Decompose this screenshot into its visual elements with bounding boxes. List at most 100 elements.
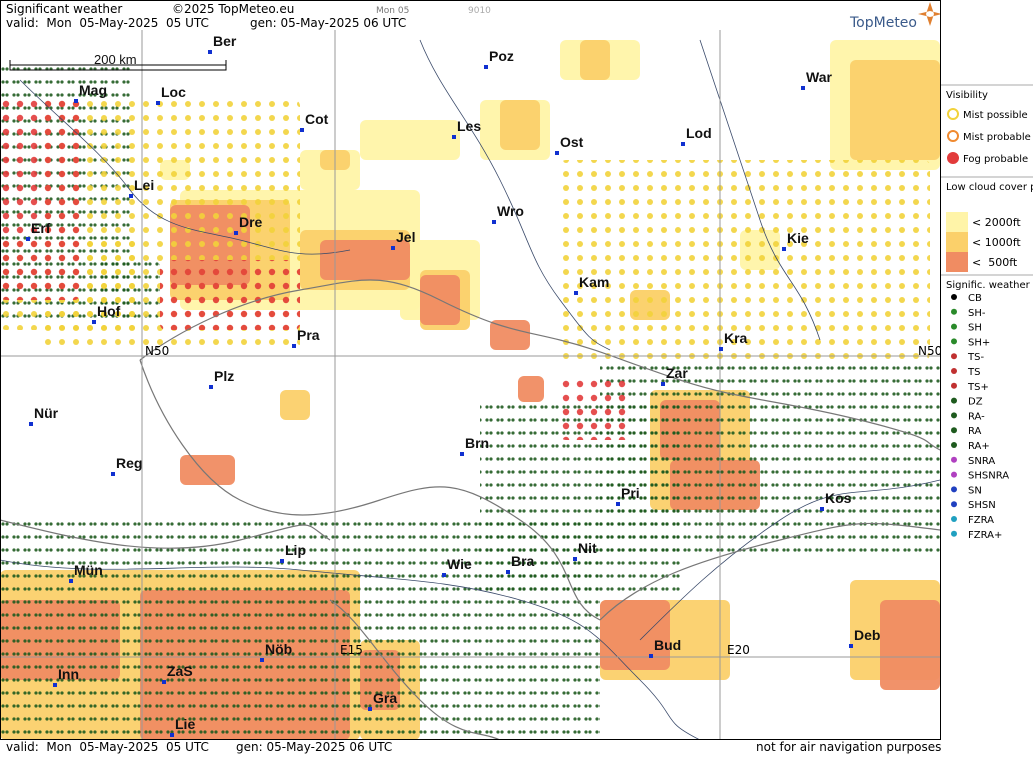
legend-icon	[951, 412, 957, 419]
city-marker	[29, 422, 33, 426]
city-label: Pri	[621, 485, 640, 501]
city-label: Deb	[854, 627, 880, 643]
city-marker	[661, 382, 665, 386]
city-label: Jel	[396, 229, 415, 245]
grid-label: N50	[918, 344, 942, 358]
city-marker	[170, 733, 174, 737]
city-label: Nit	[578, 540, 597, 556]
city-label: Brn	[465, 435, 489, 451]
legend-label: < 1000ft	[972, 236, 1021, 249]
legend-icon	[951, 397, 957, 404]
legend-label: SNRA	[968, 456, 995, 467]
city-label: War	[806, 69, 832, 85]
city-marker	[506, 570, 510, 574]
city-label: Mag	[79, 82, 107, 98]
city-label: Hof	[97, 303, 121, 319]
legend-icon	[951, 427, 957, 434]
city-marker	[74, 99, 78, 103]
legend-icon	[951, 516, 957, 522]
city-label: Dre	[239, 214, 263, 230]
weather-area	[360, 120, 460, 160]
city-label: Kie	[787, 230, 809, 246]
legend-label: SN	[968, 485, 982, 496]
code: 9010	[468, 6, 491, 16]
city-marker	[69, 579, 73, 583]
weather-area	[560, 380, 630, 440]
city-label: Bra	[511, 553, 535, 569]
legend-icon	[951, 368, 957, 374]
legend-icon	[951, 382, 957, 389]
grid-label: E15	[340, 643, 363, 657]
legend-label: FZRA	[968, 515, 994, 526]
city-marker	[209, 385, 213, 389]
geo-lines	[0, 39, 941, 741]
city-label: Erf	[31, 220, 51, 236]
legend-swatch	[946, 252, 968, 272]
footer-valid: valid: Mon 05-May-2025 05 UTC	[6, 740, 209, 754]
city-label: Cot	[305, 111, 329, 127]
legend-label: RA-	[968, 411, 985, 422]
weather-area	[160, 260, 300, 330]
city-marker	[292, 344, 296, 348]
gen: gen: 05-May-2025 06 UTC	[250, 16, 406, 30]
legend-swatch	[946, 232, 968, 252]
legend-icon	[947, 152, 959, 164]
city-label: Pra	[297, 327, 320, 343]
city-label: Kos	[825, 490, 852, 506]
city-label: Bud	[654, 637, 681, 653]
city-marker	[111, 472, 115, 476]
city-marker	[616, 502, 620, 506]
legend-icon	[951, 338, 957, 345]
legend-icon	[947, 108, 959, 120]
legend-label: SH	[968, 323, 982, 334]
weather-area	[518, 376, 544, 402]
legend: Visibility Low cloud cover probable Sign…	[941, 0, 1033, 740]
weather-area	[850, 60, 940, 160]
footer-gen: gen: 05-May-2025 06 UTC	[236, 740, 392, 754]
city-marker	[681, 142, 685, 146]
city-marker	[234, 231, 238, 235]
legend-label: RA+	[968, 441, 990, 452]
weather-area	[580, 40, 610, 80]
city-marker	[129, 194, 133, 198]
legend-title: Low cloud cover probable	[946, 182, 1033, 193]
city-label: Les	[457, 118, 481, 134]
copyright: ©2025 TopMeteo.eu	[172, 2, 294, 16]
city-label: Lip	[285, 542, 306, 558]
city-label: Loc	[161, 84, 186, 100]
city-marker	[260, 658, 264, 662]
city-marker	[820, 507, 824, 511]
title: Significant weather	[6, 2, 122, 16]
run-day: Mon 05	[376, 6, 409, 16]
legend-label: SH-	[968, 308, 986, 319]
city-marker	[391, 246, 395, 250]
legend-label: CB	[968, 293, 982, 304]
city-layer: Ber Poz War Mag Loc Cot Les Lod Ost Lei Dre Erf Jel W…	[26, 33, 880, 737]
header	[0, 0, 940, 30]
legend-label: < 2000ft	[972, 216, 1021, 229]
legend-title: Signific. weather	[946, 280, 1031, 291]
city-marker	[574, 291, 578, 295]
legend-label: Mist possible	[963, 110, 1028, 121]
city-marker	[156, 101, 160, 105]
legend-label: SH+	[968, 337, 990, 348]
weather-area	[600, 600, 670, 670]
city-marker	[573, 557, 577, 561]
legend-icon	[951, 442, 957, 448]
footer	[0, 740, 1033, 754]
city-label: Lod	[686, 125, 712, 141]
city-label: Kra	[724, 330, 748, 346]
weather-area	[280, 390, 310, 420]
city-marker	[484, 65, 488, 69]
legend-icon	[951, 323, 957, 330]
grid-label: E20	[727, 643, 750, 657]
logo-icon	[918, 2, 942, 26]
legend-label: FZRA+	[968, 530, 1002, 541]
city-marker	[26, 237, 30, 241]
city-marker	[849, 644, 853, 648]
city-label: Inn	[58, 666, 79, 682]
weather-area	[320, 240, 410, 280]
city-marker	[300, 128, 304, 132]
